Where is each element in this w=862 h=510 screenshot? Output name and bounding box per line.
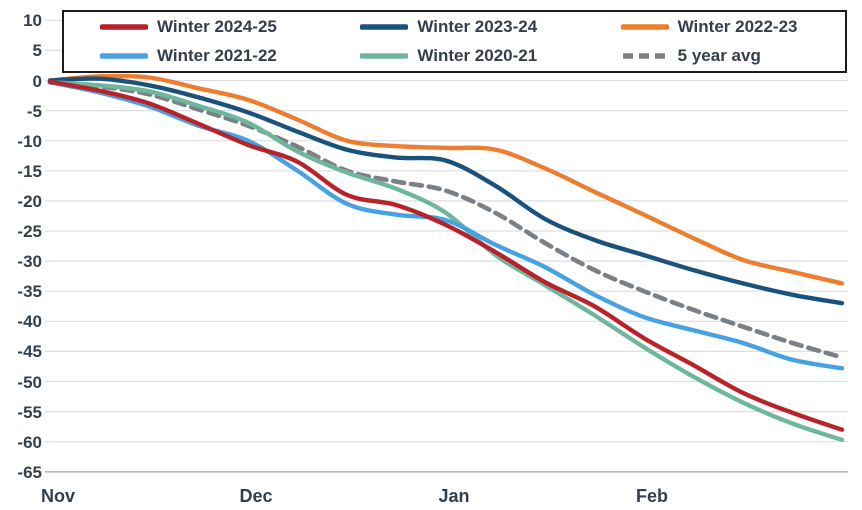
y-axis-tick-label: -5: [26, 102, 42, 121]
legend-swatch-winter-2022-23-icon: [620, 24, 669, 30]
legend-swatch-5-year-avg-icon: [622, 53, 667, 59]
legend-label: Winter 2024-25: [157, 16, 277, 36]
legend-item-5-year-avg: 5 year avg: [585, 46, 845, 66]
y-axis-tick-label: -30: [17, 252, 42, 271]
series-line-winter-2021-22: [47, 80, 845, 371]
legend-item-winter-2021-22: Winter 2021-22: [64, 46, 324, 66]
series-line-winter-2023-24: [47, 76, 845, 306]
x-axis-tick-label-dec: Dec: [239, 486, 273, 506]
x-axis-tick-label-feb: Feb: [635, 486, 669, 506]
y-axis-tick-label: -25: [17, 222, 42, 241]
y-axis-tick-label: -35: [17, 282, 42, 301]
y-axis-tick-label: -15: [17, 162, 42, 181]
legend-label: Winter 2023-24: [417, 16, 538, 36]
y-axis-tick-label: -55: [17, 403, 42, 422]
y-axis-tick-label: 5: [32, 41, 42, 60]
series-line-winter-2020-21: [47, 80, 845, 443]
legend-swatch-winter-2021-22-icon: [100, 53, 148, 59]
y-axis-tick-label: -40: [17, 312, 42, 331]
legend-item-winter-2023-24: Winter 2023-24: [324, 17, 584, 37]
y-axis-tick-label: -20: [17, 192, 42, 211]
y-axis-tick-label: -60: [17, 433, 42, 452]
legend-label: Winter 2021-22: [157, 46, 277, 66]
legend-label: Winter 2022-23: [677, 16, 798, 36]
legend: Winter 2024-25 Winter 2023-24 Winter 2022-…: [62, 10, 847, 73]
series-line-5-year-avg: [47, 80, 845, 360]
y-axis-tick-label: -45: [17, 342, 42, 361]
y-axis-tick-label: 10: [23, 11, 42, 30]
y-axis-tick-label: -50: [17, 373, 42, 392]
x-axis-tick-label-jan: Jan: [438, 486, 470, 506]
series-line-winter-2024-25: [47, 79, 845, 432]
legend-item-winter-2024-25: Winter 2024-25: [64, 17, 324, 37]
legend-swatch-winter-2020-21-icon: [360, 53, 409, 59]
y-axis-tick-label: 0: [32, 72, 42, 91]
y-axis-tick-label: -65: [17, 463, 42, 482]
legend-swatch-winter-2023-24-icon: [360, 24, 409, 30]
y-axis-tick-label: -10: [17, 132, 42, 151]
legend-label: Winter 2020-21: [417, 46, 538, 66]
legend-swatch-winter-2024-25-icon: [100, 24, 148, 30]
x-axis-tick-label-nov: Nov: [40, 486, 76, 506]
series-line-winter-2022-23: [47, 73, 845, 286]
legend-item-winter-2022-23: Winter 2022-23: [585, 17, 845, 37]
gridlines: [45, 19, 848, 473]
legend-item-winter-2020-21: Winter 2020-21: [324, 46, 584, 66]
legend-label: 5 year avg: [677, 46, 761, 66]
series-lines: [47, 73, 845, 443]
